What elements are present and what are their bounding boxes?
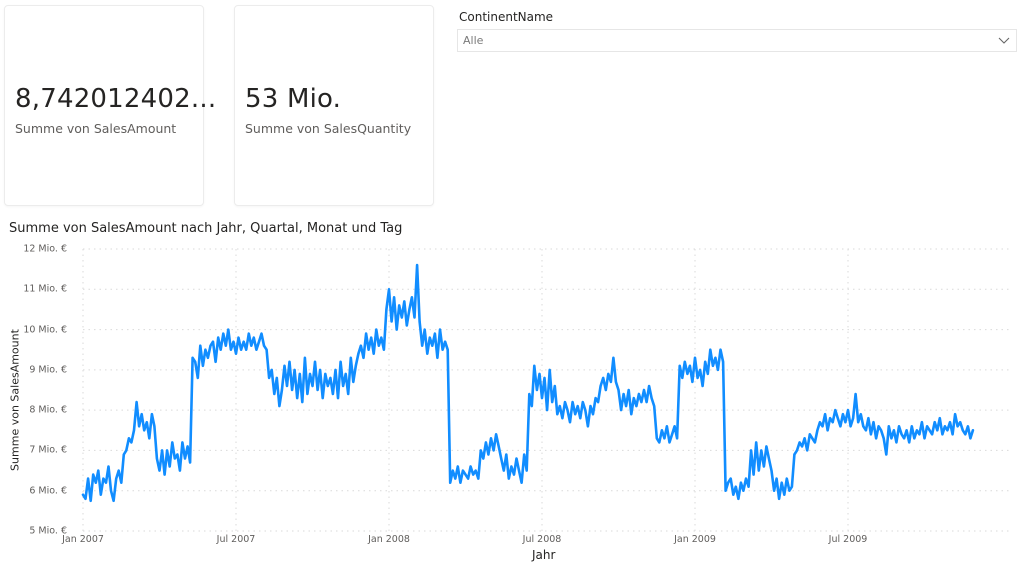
slicer-title: ContinentName xyxy=(459,10,554,24)
kpi-label: Summe von SalesQuantity xyxy=(245,121,412,136)
x-tick-label: Jul 2007 xyxy=(216,534,256,545)
kpi-card-sales-quantity[interactable]: 53 Mio. Summe von SalesQuantity xyxy=(234,5,434,206)
y-tick-label: 8 Mio. € xyxy=(29,404,67,416)
sales-amount-line[interactable] xyxy=(81,263,975,503)
y-tick-label: 9 Mio. € xyxy=(29,364,67,376)
kpi-card-sales-amount[interactable]: 8,742012402... Summe von SalesAmount xyxy=(4,5,216,206)
y-tick-label: 10 Mio. € xyxy=(23,324,67,336)
x-axis-title: Jahr xyxy=(532,548,556,562)
chart-title: Summe von SalesAmount nach Jahr, Quartal… xyxy=(9,221,403,236)
kpi-value: 8,742012402... xyxy=(15,84,217,114)
y-tick-label: 7 Mio. € xyxy=(29,444,67,456)
kpi-value: 53 Mio. xyxy=(245,84,342,114)
x-tick-label: Jul 2009 xyxy=(828,534,868,545)
continent-dropdown[interactable]: Alle xyxy=(457,29,1017,52)
kpi-label: Summe von SalesAmount xyxy=(15,121,177,136)
slicer-selected-value: Alle xyxy=(463,34,484,47)
continent-slicer: ContinentName Alle xyxy=(457,9,1017,52)
x-tick-label: Jan 2009 xyxy=(674,534,716,545)
chevron-down-icon[interactable] xyxy=(998,37,1010,45)
x-tick-label: Jan 2007 xyxy=(62,534,104,545)
y-tick-label: 12 Mio. € xyxy=(23,243,67,255)
y-tick-label: 5 Mio. € xyxy=(29,525,67,537)
y-tick-label: 6 Mio. € xyxy=(29,485,67,497)
x-tick-label: Jan 2008 xyxy=(368,534,410,545)
x-tick-label: Jul 2008 xyxy=(522,534,562,545)
y-tick-label: 11 Mio. € xyxy=(23,283,67,295)
